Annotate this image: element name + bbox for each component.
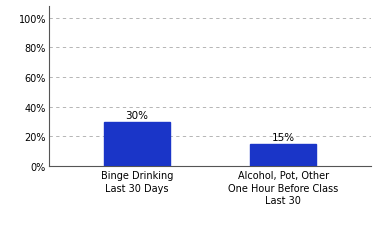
Bar bbox=[251, 144, 316, 166]
Bar bbox=[104, 122, 170, 166]
Text: 15%: 15% bbox=[272, 133, 295, 143]
Text: 30%: 30% bbox=[125, 111, 148, 121]
